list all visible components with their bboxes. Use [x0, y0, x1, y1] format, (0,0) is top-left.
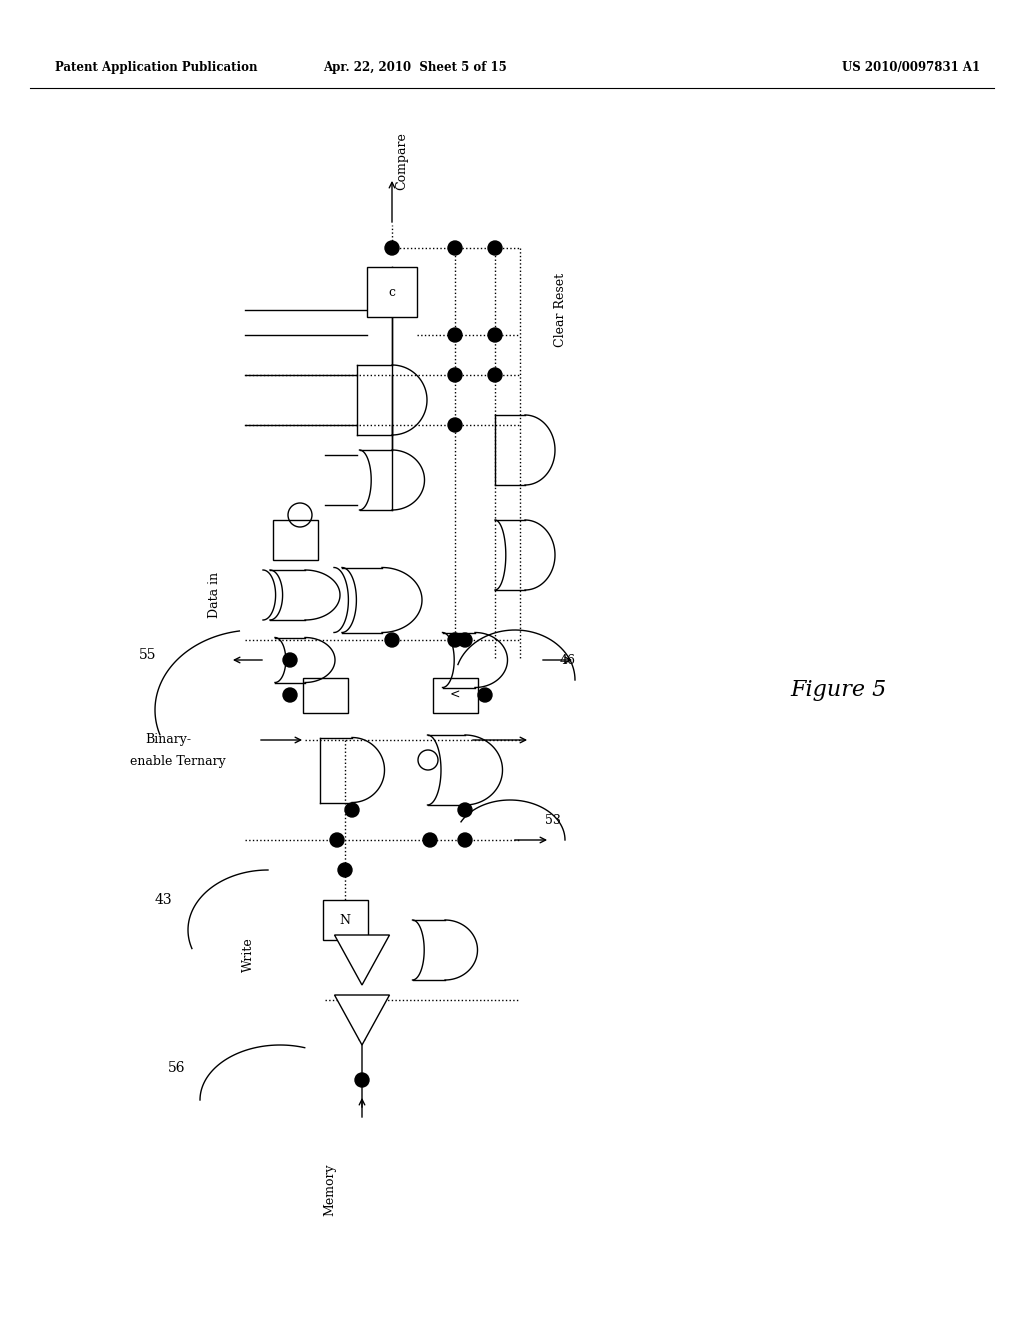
- Circle shape: [283, 688, 297, 702]
- Circle shape: [449, 368, 462, 381]
- Circle shape: [449, 327, 462, 342]
- Text: N: N: [340, 913, 350, 927]
- Circle shape: [385, 242, 399, 255]
- Text: 53: 53: [545, 813, 561, 826]
- Text: Apr. 22, 2010  Sheet 5 of 15: Apr. 22, 2010 Sheet 5 of 15: [324, 62, 507, 74]
- Text: 43: 43: [155, 894, 173, 907]
- Polygon shape: [335, 935, 389, 985]
- Circle shape: [458, 833, 472, 847]
- Circle shape: [345, 803, 359, 817]
- Circle shape: [449, 418, 462, 432]
- Text: 46: 46: [560, 653, 575, 667]
- Text: Patent Application Publication: Patent Application Publication: [55, 62, 257, 74]
- Circle shape: [385, 634, 399, 647]
- Text: Memory: Memory: [324, 1164, 337, 1216]
- Text: Write: Write: [242, 937, 255, 973]
- Text: 54: 54: [285, 533, 301, 546]
- Text: Figure 5: Figure 5: [790, 678, 886, 701]
- Text: US 2010/0097831 A1: US 2010/0097831 A1: [842, 62, 980, 74]
- Text: 56: 56: [168, 1061, 185, 1074]
- Circle shape: [458, 634, 472, 647]
- Text: <: <: [450, 689, 460, 701]
- Circle shape: [330, 833, 344, 847]
- Circle shape: [488, 242, 502, 255]
- Text: Compare: Compare: [395, 132, 409, 190]
- Circle shape: [338, 863, 352, 876]
- Text: Binary-: Binary-: [145, 734, 191, 747]
- Circle shape: [488, 368, 502, 381]
- Text: Clear Reset: Clear Reset: [554, 273, 566, 347]
- Bar: [367, 267, 417, 317]
- Circle shape: [478, 688, 492, 702]
- Bar: [272, 520, 317, 560]
- Circle shape: [449, 242, 462, 255]
- Circle shape: [423, 833, 437, 847]
- Circle shape: [355, 1073, 369, 1086]
- Circle shape: [283, 653, 297, 667]
- Circle shape: [488, 327, 502, 342]
- Bar: [432, 677, 477, 713]
- Text: c: c: [388, 285, 395, 298]
- Text: 55: 55: [139, 648, 157, 663]
- Bar: [323, 900, 368, 940]
- Circle shape: [449, 634, 462, 647]
- Text: enable Ternary: enable Ternary: [130, 755, 225, 768]
- Bar: [302, 677, 347, 713]
- Text: Data in: Data in: [209, 572, 221, 618]
- Circle shape: [458, 803, 472, 817]
- Polygon shape: [335, 995, 389, 1045]
